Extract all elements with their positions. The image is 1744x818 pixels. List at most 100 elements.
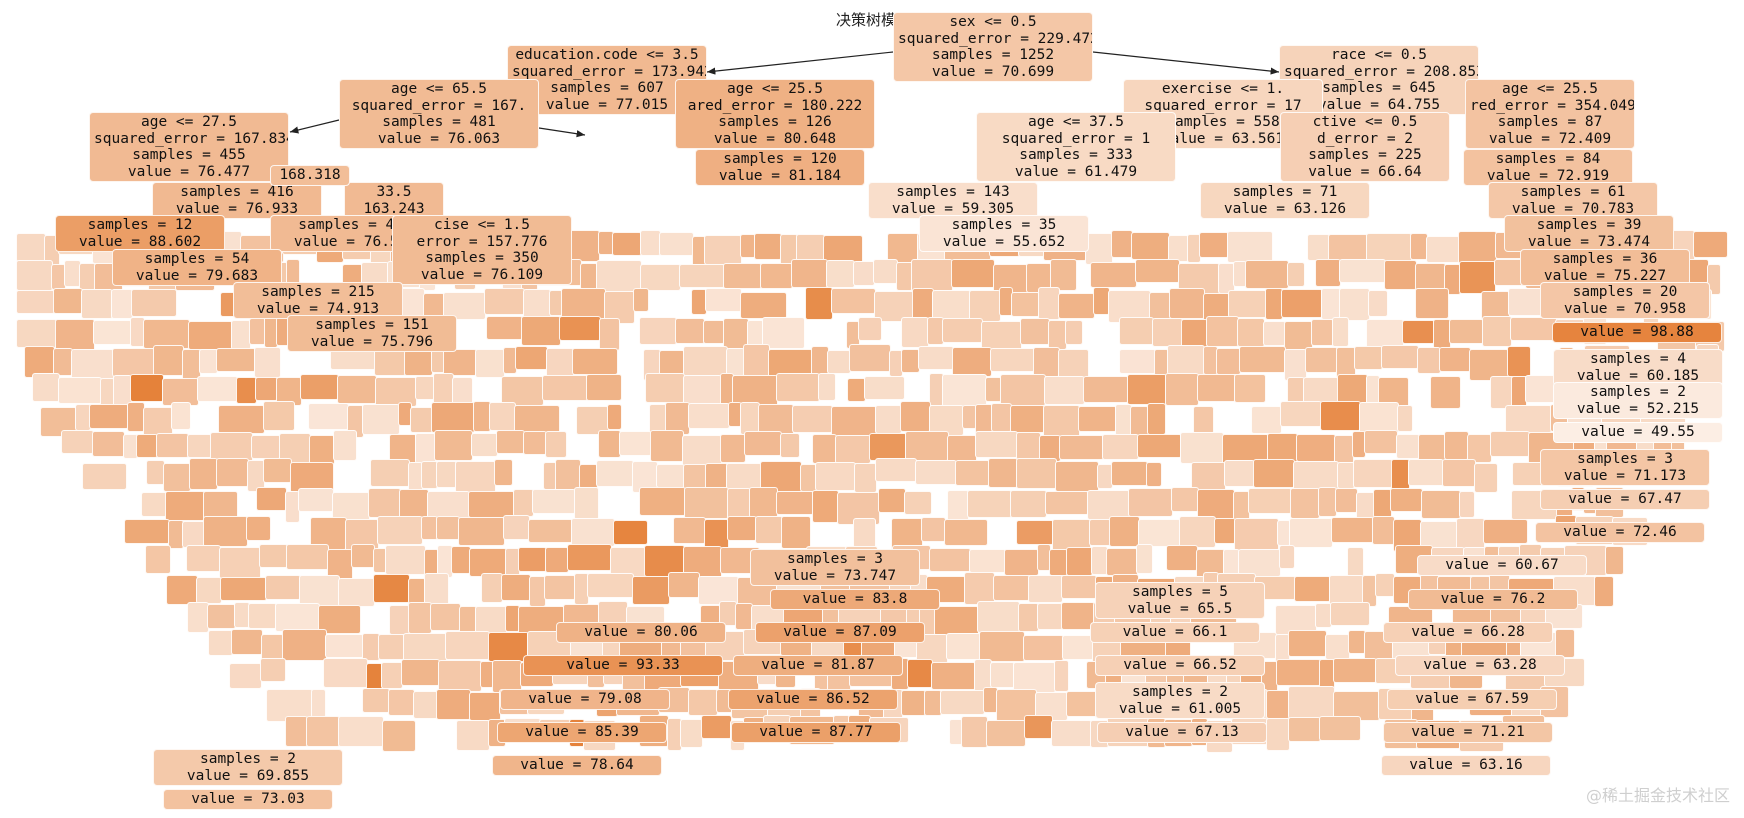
tree-node-box <box>1331 517 1374 543</box>
tree-node-box <box>55 319 95 352</box>
tree-node-box <box>503 515 530 540</box>
node-mid-6713: value = 67.13 <box>1097 722 1267 743</box>
tree-node-box <box>1197 374 1236 402</box>
node-line: value = 83.8 <box>802 591 908 607</box>
node-line: value = 55.652 <box>942 233 1066 250</box>
node-line: value = 70.699 <box>931 63 1055 80</box>
tree-node-box <box>545 547 569 573</box>
tree-node-box <box>749 487 778 518</box>
tree-node-box <box>760 263 793 289</box>
node-line: 168.318 <box>279 167 341 183</box>
node-line: ared_error = 180.222 <box>687 97 863 114</box>
tree-node-box <box>413 691 438 719</box>
node-line: samples = 558 <box>1166 114 1280 131</box>
tree-node-box <box>489 402 516 431</box>
node-line: value = 75.227 <box>1543 267 1667 284</box>
tree-node-box <box>518 547 547 572</box>
tree-node-box <box>1181 319 1208 348</box>
tree-node-box <box>921 517 946 542</box>
node-right-7121: value = 71.21 <box>1383 722 1553 743</box>
tree-node-box <box>942 318 983 343</box>
tree-node-box <box>1325 634 1350 660</box>
tree-node-box <box>792 405 833 433</box>
node-mid-661: value = 66.1 <box>1090 622 1260 643</box>
node-line: value = 76.933 <box>175 200 299 217</box>
tree-node-box <box>1179 516 1216 548</box>
tree-node-box <box>659 232 694 256</box>
tree-node-box <box>990 348 1035 372</box>
tree-node-box <box>849 344 891 372</box>
node-line: value = 63.561 <box>1161 130 1285 147</box>
tree-node-box <box>744 431 782 456</box>
tree-node-box <box>1263 321 1286 346</box>
tree-node-box <box>762 317 805 349</box>
node-line: value = 87.09 <box>783 624 897 640</box>
node-line: squared_error = 167. <box>351 97 527 114</box>
node-line: squared_error = 167.834 <box>94 130 289 147</box>
node-right-2: samples = 2 value = 52.215 <box>1553 382 1723 420</box>
node-line: 33.5 <box>376 184 412 200</box>
tree-node-box <box>969 290 1001 322</box>
tree-node-box <box>780 433 800 458</box>
tree-node-box <box>216 348 256 372</box>
tree-node-box <box>1239 346 1286 373</box>
tree-node-box <box>1051 720 1092 747</box>
node-line: value = 79.08 <box>528 691 642 707</box>
node-line: age <= 37.5 <box>1027 114 1125 130</box>
tree-node-box <box>1199 232 1229 258</box>
tree-node-box <box>1266 718 1290 751</box>
tree-node-box <box>1458 231 1497 264</box>
node-line: value = 77.015 <box>545 96 669 113</box>
node-mid-8006: value = 80.06 <box>556 622 726 643</box>
node-line: samples = 151 <box>315 317 429 333</box>
node-line: samples = 143 <box>896 184 1010 200</box>
tree-node-box <box>1085 233 1113 265</box>
tree-node-box <box>940 690 985 715</box>
node-line: value = 76.063 <box>377 130 501 147</box>
node-line: value = 76.477 <box>127 163 251 180</box>
tree-node-box <box>1456 518 1485 550</box>
tree-node-box <box>1131 232 1170 260</box>
tree-node-box <box>81 289 113 319</box>
tree-node-box <box>952 347 992 377</box>
tree-node-box <box>993 575 1030 601</box>
node-age-25-right: age <= 25.5 red_error = 354.049 samples = … <box>1465 79 1635 150</box>
node-education-code: education.code <= 3.5 squared_error = 173… <box>507 45 707 116</box>
tree-node-box <box>1018 603 1039 632</box>
tree-node-box <box>1415 288 1449 319</box>
node-line: squared_error = 1 <box>1001 130 1151 147</box>
tree-node-box <box>1288 686 1335 719</box>
node-left-151: samples = 151 value = 75.796 <box>287 315 457 353</box>
node-line: value = 76.109 <box>420 266 544 283</box>
tree-node-box <box>309 435 335 465</box>
tree-node-box <box>430 603 461 631</box>
tree-node-box <box>1043 405 1080 438</box>
tree-node-box <box>306 716 340 747</box>
node-line: value = 73.747 <box>773 567 897 584</box>
node-line: samples = 607 <box>550 80 664 97</box>
tree-node-box <box>1206 316 1239 347</box>
tree-node-box <box>286 544 329 570</box>
node-right-6628: value = 66.28 <box>1383 622 1553 643</box>
tree-node-box <box>308 403 349 430</box>
node-line: value = 73.474 <box>1527 233 1651 250</box>
node-line: samples = 225 <box>1308 147 1422 164</box>
node-line: samples = 481 <box>382 114 496 131</box>
tree-node-box <box>598 430 621 458</box>
tree-node-box <box>1238 549 1281 577</box>
node-right-6316: value = 63.16 <box>1381 755 1551 776</box>
tree-node-box <box>1393 576 1422 604</box>
tree-node-box <box>385 545 426 575</box>
tree-node-box <box>254 347 281 378</box>
tree-node-box <box>587 573 634 598</box>
tree-node-box <box>743 344 770 377</box>
tree-node-box <box>16 319 57 348</box>
node-line: value = 93.33 <box>566 657 680 673</box>
node-right-7246: value = 72.46 <box>1535 522 1705 543</box>
tree-node-box <box>16 233 46 262</box>
node-line: value = 61.479 <box>1014 163 1138 180</box>
tree-node-box <box>471 433 498 457</box>
tree-node-box <box>1028 575 1063 603</box>
tree-node-box <box>410 407 433 433</box>
tree-node-box <box>1347 547 1364 577</box>
